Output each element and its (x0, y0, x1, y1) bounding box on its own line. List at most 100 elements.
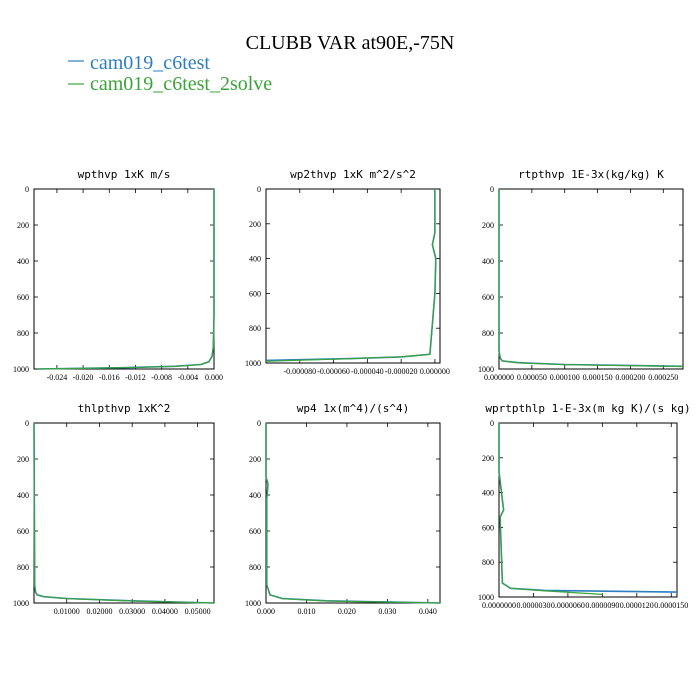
y-tick-label: 800 (249, 563, 261, 572)
x-tick-label: 0.05000 (185, 607, 211, 616)
y-tick-label: 0 (490, 185, 494, 194)
y-tick-label: 400 (17, 257, 29, 266)
plot-frame (33, 422, 215, 604)
y-tick-label: 200 (17, 221, 29, 230)
y-tick-label: 0 (25, 185, 29, 194)
legend-label-0: cam019_c6test (90, 52, 210, 74)
x-tick-label: 0.0000090 (585, 601, 619, 610)
series-line-1 (498, 423, 603, 595)
series-line-1 (37, 189, 215, 370)
y-tick-label: 1000 (13, 599, 29, 608)
y-tick-label: 400 (17, 491, 29, 500)
y-tick-label: 0 (257, 185, 261, 194)
x-tick-label: 0.03000 (119, 607, 145, 616)
y-tick-label: 0 (490, 419, 494, 428)
y-tick-label: 600 (482, 293, 494, 302)
x-tick-label: -0.012 (125, 373, 146, 382)
x-tick-label: -0.020 (73, 373, 94, 382)
panel-1: wp2thvp 1xK m^2/s^2 0 200 400 600 800 1000 -0.0… (245, 168, 450, 376)
y-tick-label: 200 (249, 455, 261, 464)
y-tick-label: 200 (482, 221, 494, 230)
panel-0: wpthvp 1xK m/s 0 200 400 600 800 1000 -0.024 -0.… (13, 168, 223, 382)
plot-frame (498, 188, 684, 370)
panels: wpthvp 1xK m/s 0 200 400 600 800 1000 -0.024 -0.… (13, 168, 691, 616)
x-tick-label: 0.04000 (152, 607, 178, 616)
series-line-0 (498, 189, 684, 368)
x-tick-label: -0.000060 (317, 367, 350, 376)
series-line-0 (265, 189, 437, 362)
y-tick-label: 1000 (13, 365, 29, 374)
y-tick-label: 200 (249, 220, 261, 229)
x-tick-label: 0.0000030 (516, 601, 550, 610)
x-tick-label: -0.000040 (351, 367, 384, 376)
y-tick-label: 1000 (478, 593, 494, 602)
x-tick-label: -0.004 (177, 373, 198, 382)
x-tick-label: 0.000100 (550, 373, 580, 382)
series-line-0 (265, 423, 441, 604)
y-tick-label: 800 (482, 329, 494, 338)
plot-frame (498, 422, 678, 598)
x-tick-label: -0.000020 (385, 367, 418, 376)
y-tick-label: 0 (25, 419, 29, 428)
series-line-1 (265, 423, 441, 604)
panel-title: thlpthvp 1xK^2 (78, 402, 171, 415)
y-tick-label: 600 (17, 293, 29, 302)
series-line-1 (33, 422, 215, 604)
y-tick-label: 200 (482, 454, 494, 463)
panel-title: wprtpthlp 1-E-3x(m kg K)/(s kg) (485, 402, 690, 415)
x-tick-label: 0.000 (205, 373, 223, 382)
x-tick-label: 0.0000060 (551, 601, 585, 610)
x-tick-label: 0.000150 (583, 373, 613, 382)
y-tick-label: 600 (249, 289, 261, 298)
x-tick-label: 0.000200 (615, 373, 645, 382)
y-tick-label: 800 (17, 563, 29, 572)
y-tick-label: 1000 (245, 599, 261, 608)
panel-2: rtpthvp 1E-3x(kg/kg) K020040060080010000… (478, 168, 684, 382)
panel-5: wprtpthlp 1-E-3x(m kg K)/(s kg) 0 200 400 60… (478, 402, 691, 610)
x-tick-label: 0.0000000 (482, 601, 516, 610)
x-tick-label: 0.030 (378, 607, 396, 616)
x-tick-label: 0.010 (297, 607, 315, 616)
x-tick-label: 0.000250 (648, 373, 678, 382)
y-tick-label: 600 (249, 527, 261, 536)
x-tick-label: -0.024 (47, 373, 68, 382)
x-tick-label: -0.000080 (283, 367, 316, 376)
x-tick-label: 0.020 (338, 607, 356, 616)
y-tick-label: 400 (249, 255, 261, 264)
y-tick-label: 600 (482, 523, 494, 532)
y-tick-label: 400 (482, 257, 494, 266)
legend: cam019_c6test cam019_c6test_2solve (68, 52, 272, 95)
y-tick-label: 400 (249, 491, 261, 500)
series-line-1 (498, 189, 684, 368)
series-line-0 (37, 189, 215, 370)
x-tick-label: 0.000000 (420, 367, 450, 376)
series-line-0 (498, 423, 678, 593)
y-tick-label: 200 (17, 455, 29, 464)
y-tick-label: 800 (17, 329, 29, 338)
plot-frame (265, 188, 441, 364)
x-tick-label: 0.000050 (517, 373, 547, 382)
y-tick-label: 800 (482, 558, 494, 567)
y-tick-label: 400 (482, 489, 494, 498)
panel-title: wp4 1x(m^4)/(s^4) (297, 402, 410, 415)
x-tick-label: -0.016 (99, 373, 120, 382)
series-line-1 (265, 189, 437, 362)
panel-title: wp2thvp 1xK m^2/s^2 (290, 168, 416, 181)
x-tick-label: 0.000 (257, 607, 275, 616)
x-tick-label: 0.0000120 (620, 601, 654, 610)
panel-title: rtpthvp 1E-3x(kg/kg) K (518, 168, 664, 181)
figure-title: CLUBB VAR at90E,-75N (246, 32, 455, 54)
y-tick-label: 0 (257, 419, 261, 428)
y-tick-label: 600 (17, 527, 29, 536)
x-tick-label: 0.0000150 (654, 601, 688, 610)
plot-frame (33, 188, 215, 370)
plot-frame (265, 422, 441, 604)
panel-3: thlpthvp 1xK^2 0 200 400 600 800 1000 0.01000 0.… (13, 402, 215, 616)
x-tick-label: 0.040 (419, 607, 437, 616)
series-line-0 (33, 422, 215, 604)
panel-title: wpthvp 1xK m/s (78, 168, 171, 181)
x-tick-label: 0.01000 (54, 607, 80, 616)
y-tick-label: 800 (249, 324, 261, 333)
